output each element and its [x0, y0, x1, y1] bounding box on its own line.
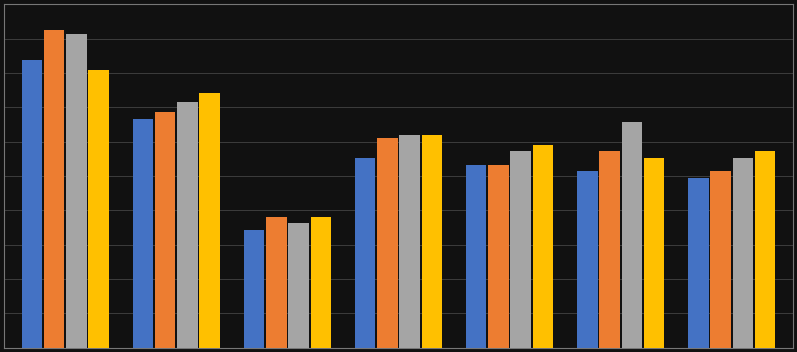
Bar	[155, 112, 175, 348]
Bar	[466, 164, 486, 348]
Bar	[66, 34, 87, 348]
Bar	[244, 230, 265, 348]
Bar	[177, 102, 198, 348]
Bar	[88, 70, 109, 348]
Bar	[289, 224, 308, 348]
Bar	[622, 122, 642, 348]
Bar	[532, 145, 553, 348]
Bar	[577, 171, 598, 348]
Bar	[133, 119, 153, 348]
Bar	[355, 158, 375, 348]
Bar	[22, 60, 42, 348]
Bar	[199, 93, 220, 348]
Bar	[422, 135, 442, 348]
Bar	[710, 171, 731, 348]
Bar	[311, 217, 331, 348]
Bar	[489, 164, 508, 348]
Bar	[644, 158, 664, 348]
Bar	[399, 135, 420, 348]
Bar	[732, 158, 753, 348]
Bar	[377, 138, 398, 348]
Bar	[688, 178, 709, 348]
Bar	[44, 30, 65, 348]
Bar	[510, 151, 531, 348]
Bar	[755, 151, 775, 348]
Bar	[266, 217, 287, 348]
Bar	[599, 151, 620, 348]
